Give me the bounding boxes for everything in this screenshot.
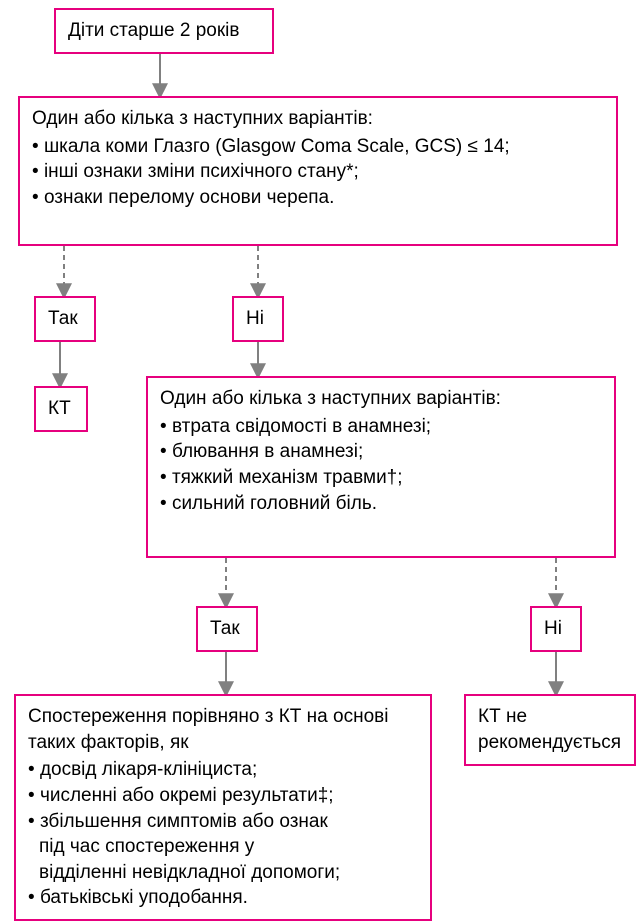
node-observe-title: Спостереження порівняно з КТ на основі т…: [28, 704, 418, 755]
list-item: інші ознаки зміни психічного стану*;: [32, 159, 604, 185]
node-observe-list-indent: під час спостереження у відділенні невід…: [28, 834, 418, 885]
node-no-recommend: КТ не рекомендується: [464, 694, 636, 766]
list-item: під час спостереження у: [28, 834, 418, 860]
node-criteria-2-title: Один або кілька з наступних варіантів:: [160, 386, 602, 412]
node-ct: КТ: [34, 386, 88, 432]
list-item: батьківські уподобання.: [28, 885, 418, 911]
node-yes-2-text: Так: [210, 618, 240, 639]
node-ct-text: КТ: [48, 398, 71, 419]
node-criteria-1-title: Один або кілька з наступних варіантів:: [32, 106, 604, 132]
list-item: сильний головний біль.: [160, 491, 602, 517]
node-observe: Спостереження порівняно з КТ на основі т…: [14, 694, 432, 921]
node-no-1-text: Ні: [246, 308, 264, 329]
node-no-recommend-line: рекомендується: [478, 730, 622, 756]
list-item: збільшення симптомів або ознак: [28, 809, 418, 835]
list-item: шкала коми Глазго (Glasgow Coma Scale, G…: [32, 134, 604, 160]
node-no-recommend-line: КТ не: [478, 704, 622, 730]
list-item: відділенні невідкладної допомоги;: [28, 860, 418, 886]
node-observe-list-tail: батьківські уподобання.: [28, 885, 418, 911]
node-criteria-2-list: втрата свідомості в анамнезі; блювання в…: [160, 414, 602, 517]
node-criteria-1-list: шкала коми Глазго (Glasgow Coma Scale, G…: [32, 134, 604, 211]
list-item: втрата свідомості в анамнезі;: [160, 414, 602, 440]
node-yes-2: Так: [196, 606, 258, 652]
node-yes-1-text: Так: [48, 308, 78, 329]
list-item: численні або окремі результати‡;: [28, 783, 418, 809]
node-criteria-1: Один або кілька з наступних варіантів: ш…: [18, 96, 618, 246]
node-no-1: Ні: [232, 296, 284, 342]
node-no-2: Ні: [530, 606, 582, 652]
node-no-2-text: Ні: [544, 618, 562, 639]
list-item: блювання в анамнезі;: [160, 439, 602, 465]
node-root-text: Діти старше 2 років: [68, 20, 240, 41]
node-root: Діти старше 2 років: [54, 8, 274, 54]
node-criteria-2: Один або кілька з наступних варіантів: в…: [146, 376, 616, 558]
list-item: тяжкий механізм травми†;: [160, 465, 602, 491]
list-item: ознаки перелому основи черепа.: [32, 185, 604, 211]
list-item: досвід лікаря-клініциста;: [28, 757, 418, 783]
flowchart-canvas: Діти старше 2 років Один або кілька з на…: [0, 0, 640, 919]
node-observe-list: досвід лікаря-клініциста; численні або о…: [28, 757, 418, 834]
node-yes-1: Так: [34, 296, 96, 342]
